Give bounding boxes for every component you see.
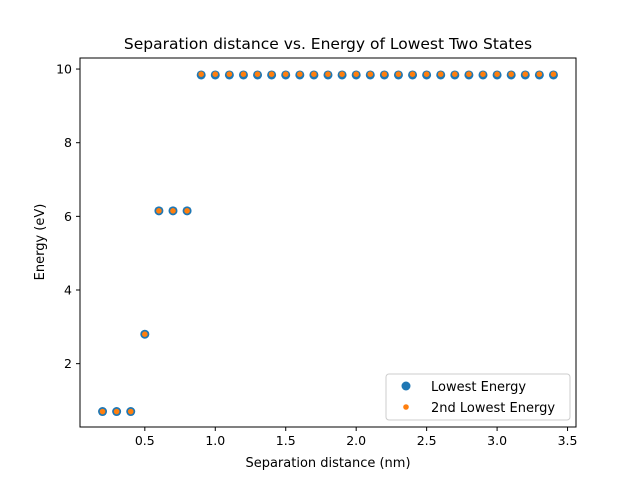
data-point-2nd-lowest-energy [466, 71, 472, 78]
data-point-2nd-lowest-energy [226, 71, 233, 78]
x-tick-label: 3.0 [487, 433, 507, 448]
data-point-2nd-lowest-energy [170, 208, 176, 214]
data-point-2nd-lowest-energy [339, 71, 345, 78]
data-point-2nd-lowest-energy [536, 71, 543, 78]
data-point-2nd-lowest-energy [297, 71, 303, 78]
data-point-2nd-lowest-energy [212, 71, 219, 78]
data-point-2nd-lowest-energy [522, 71, 529, 78]
data-point-2nd-lowest-energy [113, 408, 120, 415]
legend-label-2nd-lowest-energy: 2nd Lowest Energy [431, 401, 555, 416]
data-point-2nd-lowest-energy [142, 331, 148, 337]
data-point-2nd-lowest-energy [268, 71, 275, 78]
y-tick-label: 6 [64, 209, 72, 224]
x-tick-label: 3.5 [558, 433, 578, 448]
legend-label-lowest-energy: Lowest Energy [431, 380, 526, 395]
data-point-2nd-lowest-energy [381, 71, 388, 78]
plot-frame [79, 57, 577, 428]
legend-marker-2nd-lowest-energy [403, 404, 409, 410]
data-point-2nd-lowest-energy [395, 71, 402, 78]
x-tick-label: 0.5 [135, 433, 155, 448]
y-axis: 2 4 6 8 10 [56, 62, 80, 371]
data-point-2nd-lowest-energy [99, 408, 106, 415]
data-point-2nd-lowest-energy [480, 71, 486, 78]
y-tick-label: 2 [64, 356, 72, 371]
x-tick-label: 2.5 [417, 433, 437, 448]
legend-marker-lowest-energy [401, 381, 411, 391]
y-tick-label: 4 [64, 283, 72, 298]
data-point-2nd-lowest-energy [550, 71, 557, 78]
legend: Lowest Energy 2nd Lowest Energy [385, 373, 571, 421]
data-point-2nd-lowest-energy [240, 71, 247, 78]
data-point-2nd-lowest-energy [367, 71, 374, 78]
x-axis-label: Separation distance (nm) [245, 456, 410, 471]
x-tick-label: 2.0 [346, 433, 366, 448]
data-point-2nd-lowest-energy [494, 71, 500, 78]
data-point-2nd-lowest-energy [254, 71, 261, 78]
y-axis-label: Energy (eV) [33, 204, 48, 281]
y-tick-label: 8 [64, 135, 72, 150]
x-axis: 0.5 1.0 1.5 2.0 2.5 3.0 3.5 [135, 427, 578, 448]
data-point-2nd-lowest-energy [184, 208, 190, 214]
data-point-2nd-lowest-energy [437, 71, 444, 78]
data-point-2nd-lowest-energy [127, 408, 134, 415]
data-point-2nd-lowest-energy [409, 71, 416, 78]
data-point-2nd-lowest-energy [508, 71, 514, 78]
y-tick-label: 10 [56, 62, 72, 77]
data-point-2nd-lowest-energy [353, 71, 359, 78]
plot-area [98, 70, 558, 417]
data-point-2nd-lowest-energy [452, 71, 458, 78]
chart-title: Separation distance vs. Energy of Lowest… [124, 35, 532, 53]
data-point-2nd-lowest-energy [282, 71, 289, 78]
x-tick-label: 1.5 [276, 433, 296, 448]
data-point-2nd-lowest-energy [423, 71, 430, 78]
data-point-2nd-lowest-energy [198, 71, 204, 78]
legend-frame [385, 373, 571, 421]
data-point-2nd-lowest-energy [325, 71, 331, 78]
series-2nd-lowest-energy [99, 71, 557, 415]
x-tick-label: 1.0 [205, 433, 225, 448]
data-point-2nd-lowest-energy [311, 71, 317, 78]
data-point-2nd-lowest-energy [156, 208, 162, 214]
